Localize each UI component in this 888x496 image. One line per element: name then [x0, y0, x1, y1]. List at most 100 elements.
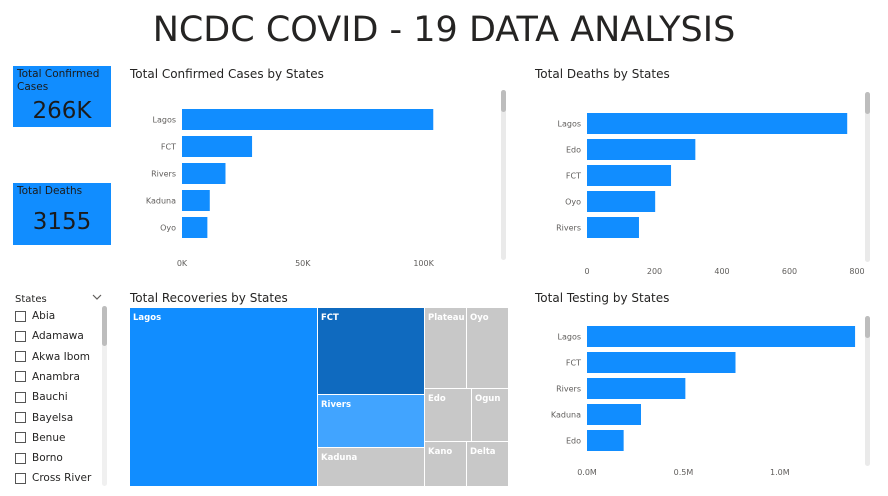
x-tick-label: 600	[782, 267, 797, 276]
slicer-item-label: Abia	[32, 310, 56, 322]
treemap-tile-kano[interactable]	[425, 442, 466, 486]
category-label: Lagos	[558, 120, 582, 129]
states-slicer-list: Abia Adamawa Akwa Ibom Anambra Bauchi Bayelsa…	[0, 0, 120, 496]
treemap-tile-lagos[interactable]	[130, 308, 317, 486]
checkbox[interactable]	[15, 472, 26, 484]
checkbox[interactable]	[15, 412, 26, 423]
bar-testing-edo[interactable]	[587, 430, 624, 451]
x-tick-label: 0.0M	[577, 468, 597, 477]
confirmed-cases-value: 266K	[32, 98, 92, 124]
bar-deaths-oyo[interactable]	[587, 191, 656, 212]
chevron-down-icon[interactable]	[91, 292, 103, 302]
category-label: FCT	[566, 359, 581, 368]
slicer-item-akwa-ibom[interactable]: Akwa Ibom	[15, 349, 90, 365]
checkbox[interactable]	[15, 330, 26, 342]
confirmed-cases-chart: Lagos FCT Rivers Kaduna Oyo 0K 50K 100K	[146, 109, 435, 268]
total-deaths-card[interactable]: Total Deaths 3155	[13, 183, 111, 245]
recoveries-treemap: Lagos FCT Rivers Kaduna Plateau Oyo Edo Ogun Kan…	[130, 308, 508, 486]
total-deaths-value: 3155	[32, 209, 92, 235]
treemap-label: Lagos	[133, 313, 161, 323]
treemap-tile-fct[interactable]	[318, 308, 424, 394]
slicer-item-label: Benue	[32, 431, 66, 444]
bar-confirmed-lagos[interactable]	[182, 109, 434, 130]
category-label: FCT	[566, 172, 581, 181]
treemap-tile-kaduna[interactable]	[318, 448, 424, 486]
treemap-label: Plateau	[428, 313, 465, 323]
x-tick-label: 200	[647, 267, 662, 276]
checkbox[interactable]	[15, 351, 26, 363]
checkbox[interactable]	[15, 432, 26, 444]
slicer-item-anambra[interactable]: Anambra	[15, 369, 80, 385]
category-label: Rivers	[151, 170, 176, 179]
slicer-item-adamawa[interactable]: Adamawa	[15, 328, 84, 344]
treemap-label: FCT	[321, 313, 339, 323]
checkbox[interactable]	[15, 371, 26, 383]
category-label: Rivers	[556, 224, 581, 233]
confirmed-cases-card[interactable]: Total Confirmed Cases 266K	[13, 66, 111, 127]
category-label: Oyo	[160, 224, 176, 233]
treemap-tile-edo[interactable]	[425, 389, 471, 441]
slicer-item-bayelsa[interactable]: Bayelsa	[15, 410, 73, 426]
slicer-item-label: Bayelsa	[32, 411, 74, 424]
checkbox[interactable]	[15, 310, 26, 322]
deaths-chart-scroll-thumb[interactable]	[865, 92, 870, 114]
treemap-tile-ogun[interactable]	[472, 389, 508, 441]
treemap-tile-plateau[interactable]	[425, 308, 466, 388]
x-tick-label: 0.5M	[674, 468, 694, 477]
slicer-scrollbar[interactable]	[102, 306, 107, 486]
x-tick-label: 800	[849, 267, 864, 276]
slicer-scroll-thumb[interactable]	[102, 306, 107, 346]
bar-testing-rivers[interactable]	[587, 378, 686, 399]
x-tick-label: 50K	[295, 259, 311, 268]
category-label: Rivers	[556, 385, 581, 394]
bar-confirmed-kaduna[interactable]	[182, 190, 210, 211]
bar-confirmed-oyo[interactable]	[182, 217, 208, 238]
confirmed-chart-scrollbar[interactable]	[501, 90, 506, 260]
page-title: NCDC COVID - 19 DATA ANALYSIS	[152, 10, 736, 50]
slicer-item-benue[interactable]: Benue	[15, 430, 65, 446]
confirmed-chart-title: Total Confirmed Cases by States	[130, 67, 324, 81]
bar-confirmed-rivers[interactable]	[182, 163, 226, 184]
x-tick-label: 0K	[177, 259, 188, 268]
slicer-item-borno[interactable]: Borno	[15, 450, 63, 466]
treemap-label: Oyo	[470, 313, 489, 323]
slicer-item-bauchi[interactable]: Bauchi	[15, 389, 68, 405]
category-label: FCT	[161, 143, 176, 152]
total-deaths-label: Total Deaths	[17, 185, 83, 197]
x-tick-label: 0	[584, 267, 589, 276]
slicer-item-label: Cross River	[32, 472, 92, 485]
bar-deaths-edo[interactable]	[587, 139, 696, 160]
treemap-tile-rivers[interactable]	[318, 395, 424, 447]
category-label: Kaduna	[146, 197, 176, 206]
slicer-item-cross-river[interactable]: Cross River	[15, 470, 91, 486]
treemap-label: Delta	[470, 447, 496, 457]
confirmed-chart-scroll-thumb[interactable]	[501, 90, 506, 112]
bar-confirmed-fct[interactable]	[182, 136, 253, 157]
slicer-item-abia[interactable]: Abia	[15, 308, 55, 324]
bar-testing-fct[interactable]	[587, 352, 736, 373]
category-label: Edo	[566, 437, 581, 446]
category-label: Edo	[566, 146, 581, 155]
testing-chart-scroll-thumb[interactable]	[865, 316, 870, 338]
treemap-tile-delta[interactable]	[467, 442, 508, 486]
checkbox[interactable]	[15, 391, 26, 403]
checkbox[interactable]	[15, 452, 26, 464]
deaths-chart: Lagos Edo FCT Oyo Rivers 0 200 400 600 800	[556, 113, 865, 276]
slicer-item-label: Borno	[32, 452, 63, 465]
slicer-item-label: Anambra	[32, 370, 80, 383]
bar-deaths-fct[interactable]	[587, 165, 672, 186]
testing-chart-scrollbar[interactable]	[865, 316, 870, 466]
bar-testing-lagos[interactable]	[587, 326, 856, 347]
treemap-label: Ogun	[475, 394, 500, 404]
treemap-tile-oyo[interactable]	[467, 308, 508, 388]
x-tick-label: 400	[714, 267, 729, 276]
treemap-label: Kaduna	[321, 453, 358, 463]
category-label: Kaduna	[551, 411, 581, 420]
deaths-chart-title: Total Deaths by States	[535, 67, 670, 81]
bar-deaths-rivers[interactable]	[587, 217, 639, 238]
bar-testing-kaduna[interactable]	[587, 404, 641, 425]
recoveries-chart-title: Total Recoveries by States	[130, 291, 288, 305]
bar-deaths-lagos[interactable]	[587, 113, 848, 134]
deaths-chart-scrollbar[interactable]	[865, 92, 870, 262]
slicer-item-label: Akwa Ibom	[32, 350, 91, 363]
